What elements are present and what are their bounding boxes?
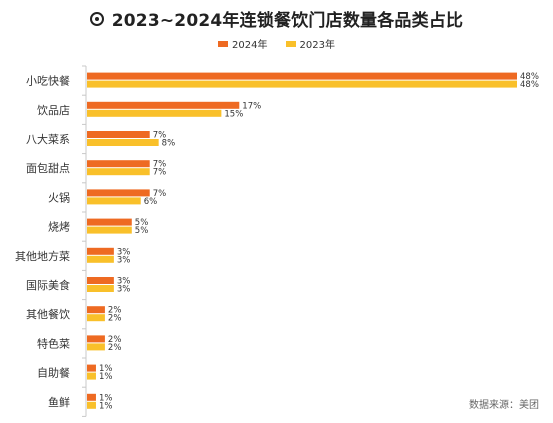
bar-2024 bbox=[87, 364, 96, 372]
bar-2023 bbox=[87, 255, 114, 263]
data-label-2023: 6% bbox=[144, 197, 158, 207]
data-label-2024: 3% bbox=[117, 277, 131, 287]
data-label-2023: 3% bbox=[117, 285, 131, 295]
category-label: 八大菜系 bbox=[26, 132, 70, 146]
data-label-2023: 1% bbox=[99, 372, 113, 382]
data-label-2024: 2% bbox=[108, 335, 122, 345]
bar-2024 bbox=[87, 306, 105, 314]
bar-2023 bbox=[87, 343, 105, 351]
bar-2024 bbox=[87, 393, 96, 401]
category-label: 鱼鲜 bbox=[48, 395, 70, 409]
category-label: 饮品店 bbox=[37, 103, 70, 117]
data-source: 数据来源：美团 bbox=[469, 400, 539, 411]
bar-2023 bbox=[87, 139, 159, 146]
bar-2023 bbox=[87, 401, 96, 409]
data-label-2023: 1% bbox=[99, 401, 113, 411]
legend-item-2024: 2024年 bbox=[218, 36, 268, 51]
chart-title: 2023~2024年连锁餐饮门店数量各品类占比 bbox=[111, 11, 464, 31]
bar-2024 bbox=[87, 247, 114, 255]
data-label-2024: 1% bbox=[99, 364, 113, 374]
legend-label-2023: 2023年 bbox=[299, 40, 335, 51]
data-label-2023: 5% bbox=[135, 226, 149, 236]
data-label-2024: 17% bbox=[242, 101, 261, 111]
category-label: 自助餐 bbox=[37, 366, 70, 380]
category-label: 特色菜 bbox=[37, 336, 70, 350]
bar-2024 bbox=[87, 335, 105, 343]
bar-2024 bbox=[87, 160, 150, 168]
data-label-2023: 7% bbox=[153, 168, 167, 178]
bar-2023 bbox=[87, 168, 150, 176]
data-label-2024: 7% bbox=[153, 131, 167, 141]
data-label-2023: 3% bbox=[117, 255, 131, 265]
bar-2024 bbox=[87, 131, 150, 138]
category-label: 面包甜点 bbox=[26, 162, 70, 175]
data-label-2023: 8% bbox=[162, 139, 176, 149]
data-label-2024: 1% bbox=[99, 393, 113, 403]
target-icon bbox=[89, 11, 104, 26]
category-label: 其他地方菜 bbox=[15, 249, 70, 263]
category-label: 火锅 bbox=[48, 191, 70, 204]
bar-2023 bbox=[87, 226, 132, 234]
legend-swatch-2023 bbox=[285, 40, 296, 47]
bar-2024 bbox=[87, 101, 240, 109]
legend-label-2024: 2024年 bbox=[232, 40, 268, 51]
data-label-2024: 2% bbox=[108, 306, 122, 316]
title-row: 2023~2024年连锁餐饮门店数量各品类占比 bbox=[0, 6, 553, 31]
category-label: 烧烤 bbox=[48, 220, 70, 234]
data-label-2023: 2% bbox=[108, 314, 122, 324]
category-label: 小吃快餐 bbox=[26, 74, 70, 88]
data-label-2023: 48% bbox=[520, 80, 539, 90]
bar-2023 bbox=[87, 285, 114, 292]
bar-2023 bbox=[87, 109, 222, 117]
category-label: 国际美食 bbox=[26, 278, 70, 292]
bar-2023 bbox=[87, 314, 105, 322]
bar-2024 bbox=[87, 72, 517, 80]
bar-2023 bbox=[87, 80, 517, 88]
bar-2023 bbox=[87, 372, 96, 380]
legend-item-2023: 2023年 bbox=[285, 36, 335, 51]
data-label-2024: 7% bbox=[153, 189, 167, 199]
data-label-2024: 5% bbox=[135, 218, 149, 228]
bar-2024 bbox=[87, 277, 114, 284]
bar-2024 bbox=[87, 189, 150, 197]
category-label: 其他餐饮 bbox=[26, 307, 70, 321]
legend-swatch-2024 bbox=[218, 40, 229, 47]
legend: 2024年 2023年 bbox=[0, 36, 553, 51]
data-label-2024: 3% bbox=[117, 247, 131, 257]
data-label-2024: 7% bbox=[153, 160, 167, 170]
data-label-2024: 48% bbox=[520, 72, 539, 82]
bar-2024 bbox=[87, 218, 132, 226]
data-label-2023: 15% bbox=[224, 109, 243, 119]
bar-2023 bbox=[87, 197, 141, 205]
data-label-2023: 2% bbox=[108, 343, 122, 353]
